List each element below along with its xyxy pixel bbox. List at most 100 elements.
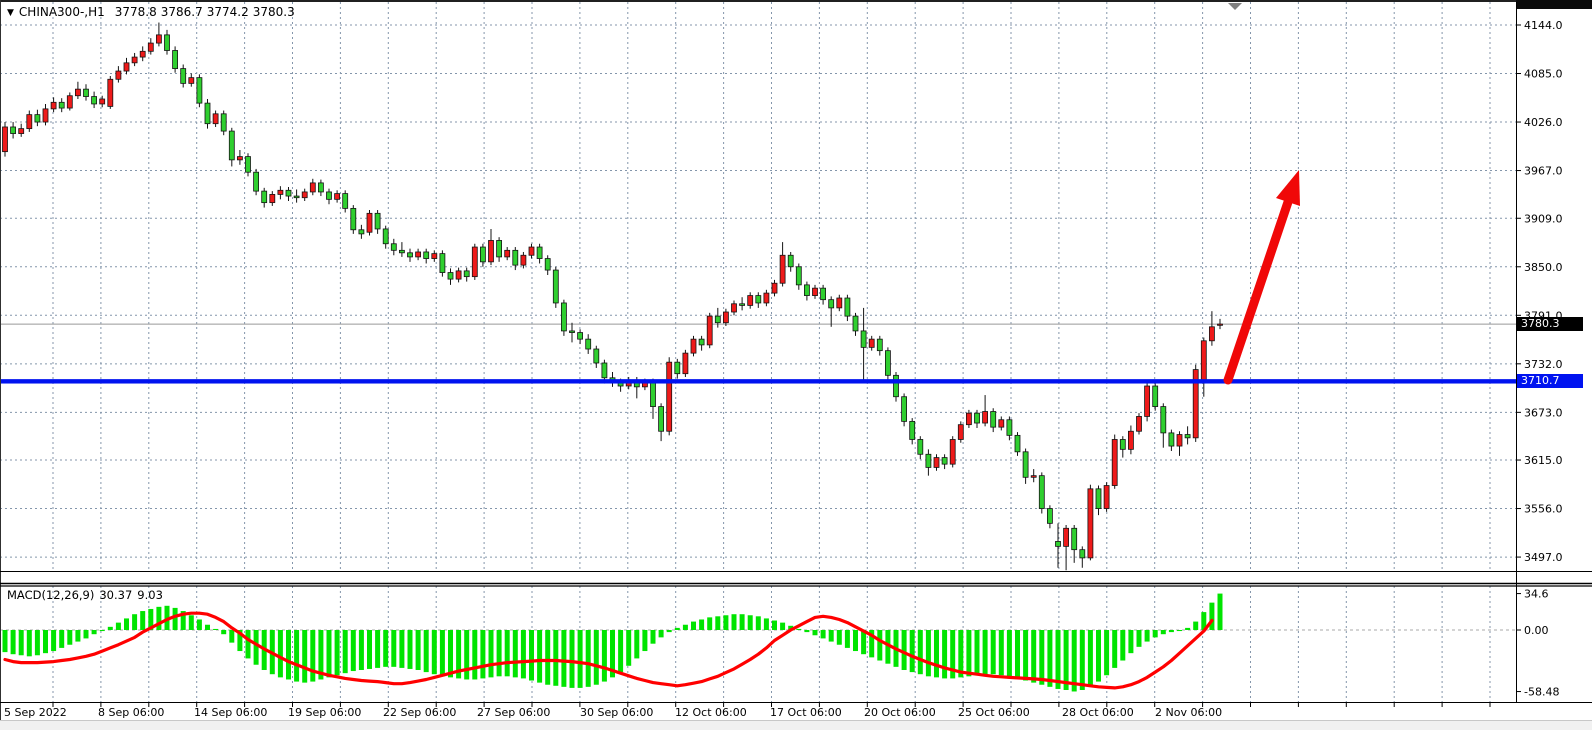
macd-histogram-bar (464, 630, 470, 680)
macd-histogram-bar (1209, 602, 1215, 630)
macd-histogram-bar (221, 630, 227, 635)
horizontal-support-line[interactable] (0, 379, 1516, 384)
candle-body (1103, 485, 1110, 509)
macd-histogram-bar (1160, 630, 1166, 635)
candle-body (1192, 369, 1199, 439)
candle-body (933, 457, 940, 468)
trend-arrow-head[interactable] (1276, 170, 1300, 206)
date-label: 12 Oct 06:00 (675, 706, 747, 719)
quote-open: 3778.8 (114, 5, 157, 19)
macd-histogram-bar (91, 630, 97, 635)
macd-histogram-bar (618, 630, 624, 673)
candle-body (1095, 488, 1102, 509)
candle-body (836, 297, 843, 309)
macd-histogram-bar (1031, 630, 1037, 683)
macd-histogram-bar (942, 630, 948, 679)
candle-body (1071, 527, 1078, 551)
macd-histogram-bar (342, 630, 348, 674)
macd-histogram-bar (561, 630, 567, 687)
macd-histogram-bar (788, 625, 794, 630)
candle-body (196, 77, 203, 104)
candle-body (1176, 434, 1183, 447)
candle-body (309, 182, 316, 193)
macd-histogram-bar (302, 630, 308, 683)
price-tick-label: 3673.0 (1524, 406, 1563, 419)
trend-arrow-shaft[interactable] (1223, 197, 1293, 385)
candle-body (569, 330, 575, 333)
candle-body (925, 453, 932, 468)
macd-histogram-bar (1144, 630, 1150, 642)
macd-histogram-bar (674, 627, 680, 630)
candle-body (123, 62, 130, 72)
bottom-scroll-strip[interactable] (0, 721, 1592, 730)
macd-histogram-bar (1006, 630, 1012, 677)
candle-body (763, 292, 770, 304)
macd-histogram-bar (537, 630, 543, 683)
candle-body (269, 194, 276, 204)
candle-body (415, 251, 422, 258)
candle-body (1128, 430, 1134, 450)
macd-histogram-bar (107, 626, 113, 630)
macd-histogram-bar (245, 630, 251, 659)
candle-body (164, 34, 170, 51)
symbol-dropdown-icon[interactable]: ▼ (7, 8, 14, 18)
candle-body (358, 229, 365, 235)
macd-histogram-bar (820, 630, 826, 639)
date-label: 27 Sep 06:00 (477, 706, 550, 719)
macd-histogram-bar (439, 630, 445, 677)
price-tick-label: 3732.0 (1524, 358, 1563, 371)
macd-histogram-bar (2, 630, 8, 653)
macd-histogram-bar (755, 616, 761, 630)
symbol-timeframe-label: CHINA300-,H1 (18, 5, 105, 19)
candle-body (455, 270, 462, 280)
candle-body (1209, 326, 1215, 342)
candle-body (1200, 340, 1207, 383)
candle-body (431, 253, 438, 259)
candle-body (50, 101, 57, 110)
macd-histogram-bar (472, 630, 478, 680)
macd-histogram-bar (59, 630, 65, 648)
candle-body (1047, 508, 1053, 524)
price-tick-label: 4085.0 (1524, 68, 1563, 81)
candle-body (528, 246, 535, 256)
candle-body (868, 338, 875, 348)
macd-histogram-bar (917, 630, 923, 675)
macd-histogram-bar (658, 630, 664, 638)
candle-body (577, 332, 583, 340)
candle-body (447, 272, 454, 280)
macd-histogram-bar (456, 630, 462, 679)
macd-histogram-bar (925, 630, 931, 677)
top-border (0, 0, 1592, 2)
candle-body (990, 411, 997, 428)
price-tick-label: 3556.0 (1524, 503, 1563, 516)
candle-body (844, 297, 851, 317)
macd-histogram-bar (1039, 630, 1045, 685)
candle-body (1119, 439, 1126, 450)
macd-histogram-bar (99, 630, 105, 632)
macd-histogram-bar (869, 630, 875, 658)
candle-body (2, 126, 8, 153)
candle-body (1152, 385, 1159, 407)
candle-body (804, 284, 810, 296)
candle-body (1063, 527, 1069, 547)
candle-body (876, 338, 883, 352)
candle-body (147, 42, 154, 52)
macd-histogram-bar (180, 611, 186, 630)
macd-histogram-bar (358, 630, 364, 670)
candle-body (779, 254, 786, 284)
candle-body (747, 295, 754, 306)
candle-body (374, 212, 381, 230)
macd-histogram-bar (990, 630, 996, 675)
macd-histogram-bar (51, 630, 57, 652)
candle-body (852, 315, 859, 332)
macd-histogram-bar (974, 630, 980, 676)
candle-body (714, 315, 721, 324)
candle-body (1144, 385, 1150, 417)
candle-body (658, 406, 664, 432)
price-tick-label: 3497.0 (1524, 551, 1563, 564)
macd-histogram-bar (34, 630, 40, 656)
candle-body (893, 374, 899, 398)
candle-body (1079, 549, 1086, 559)
